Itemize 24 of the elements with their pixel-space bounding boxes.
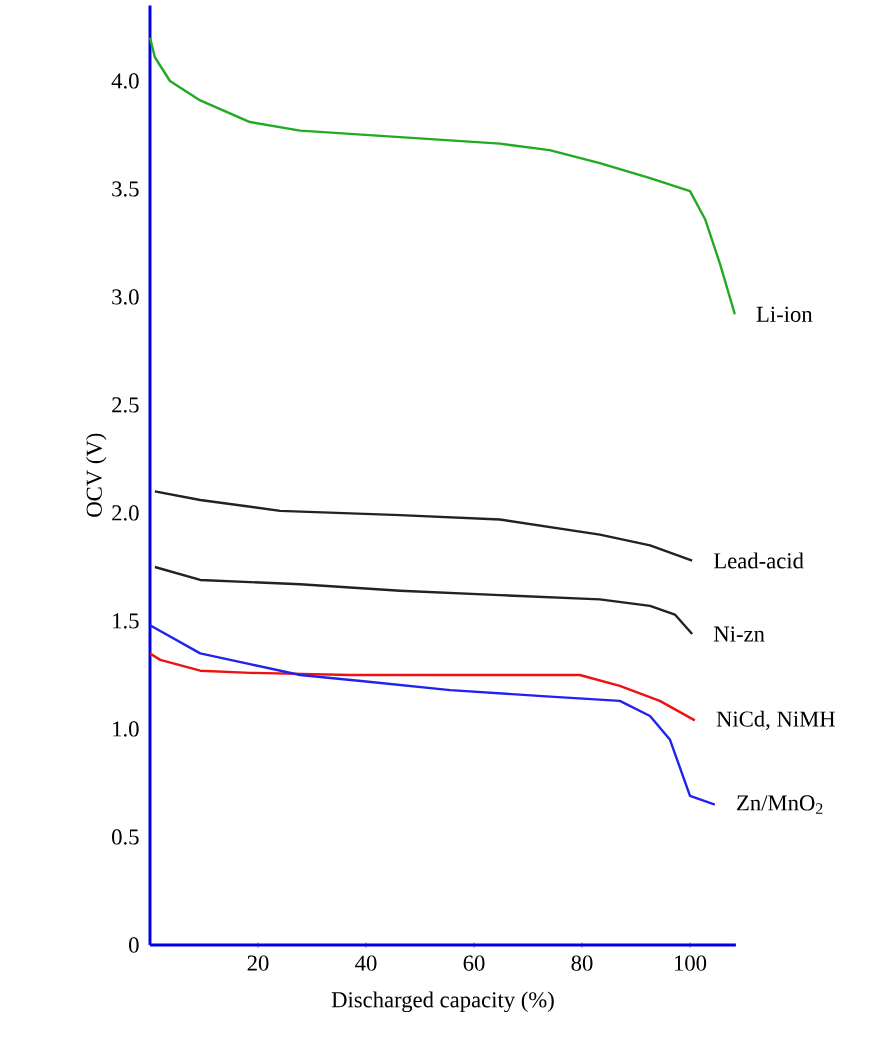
x-tick-label: 80 [571, 955, 593, 971]
y-tick-label: 4.0 [111, 73, 139, 89]
y-tick-label: 3.0 [112, 289, 139, 305]
x-tick-label: 40 [355, 955, 377, 971]
x-tick-label: 20 [247, 955, 269, 971]
line-series [153, 565, 694, 636]
series-label: Li-ion [756, 306, 813, 322]
line-series [148, 36, 737, 316]
x-tick-label: 100 [674, 955, 707, 971]
x-tick-label: 60 [463, 955, 485, 971]
y-tick-label: 2.0 [112, 505, 139, 521]
y-tick-label: 2.5 [112, 397, 139, 413]
y-axis-title: OCV (V) [85, 433, 107, 517]
y-tick-label: 1.0 [113, 721, 139, 737]
y-tick-label: 0.5 [112, 829, 139, 845]
y-tick-label: 1.5 [113, 613, 139, 629]
series-label: Ni-zn [713, 626, 765, 642]
x-axis-title: Discharged capacity (%) [331, 991, 554, 1013]
line-series [153, 490, 694, 562]
y-tick-label: 0 [129, 937, 139, 953]
series-label: Lead-acid [713, 552, 804, 569]
y-tick-label: 3.5 [112, 181, 139, 197]
series-label: Zn/MnO$_{2}$ [737, 795, 823, 814]
series-label: NiCd, NiMH [716, 710, 835, 730]
